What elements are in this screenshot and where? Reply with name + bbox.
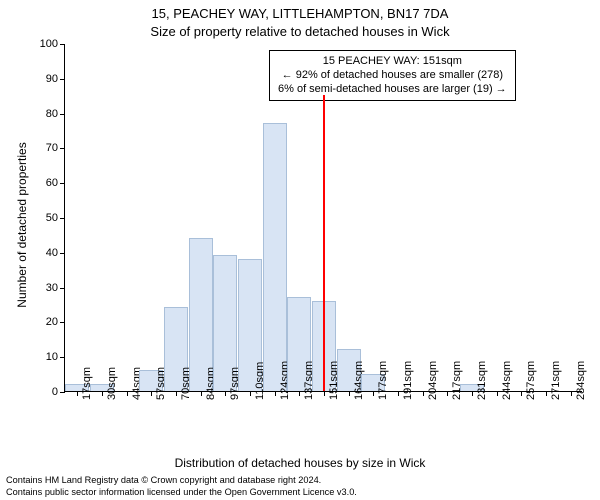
ytick-label: 60 [28,177,58,189]
xtick [472,391,473,396]
xtick-label: 231sqm [476,361,488,400]
xtick [176,391,177,396]
ytick [60,44,65,45]
annot-line: 15 PEACHEY WAY: 151sqm [278,55,507,69]
ytick-label: 50 [28,212,58,224]
xtick [201,391,202,396]
ytick-label: 10 [28,351,58,363]
ytick [60,218,65,219]
annot-line: 6% of semi-detached houses are larger (1… [278,83,507,97]
xtick [497,391,498,396]
xtick [275,391,276,396]
histogram-chart: 15, PEACHEY WAY, LITTLEHAMPTON, BN17 7DA… [0,0,600,500]
ytick-label: 0 [28,386,58,398]
ytick [60,114,65,115]
xtick [349,391,350,396]
xtick [373,391,374,396]
ytick [60,148,65,149]
footer-line: Contains public sector information licen… [6,487,357,499]
xtick-label: 177sqm [377,361,389,400]
xtick-label: 191sqm [402,361,414,400]
xtick [77,391,78,396]
reference-marker [323,95,325,391]
annotation-box: 15 PEACHEY WAY: 151sqm ← 92% of detached… [269,50,516,101]
xtick [151,391,152,396]
ytick [60,183,65,184]
xtick [423,391,424,396]
xtick [250,391,251,396]
ytick-label: 30 [28,282,58,294]
xtick-label: 271sqm [550,361,562,400]
ytick-label: 70 [28,142,58,154]
xtick-label: 244sqm [501,361,513,400]
xtick-label: 30sqm [106,367,118,400]
xtick [398,391,399,396]
footer-line: Contains HM Land Registry data © Crown c… [6,475,357,487]
xtick [571,391,572,396]
ytick [60,322,65,323]
xtick [225,391,226,396]
xtick [299,391,300,396]
ytick [60,392,65,393]
xtick [102,391,103,396]
ytick-label: 100 [28,38,58,50]
xtick [324,391,325,396]
ytick-label: 40 [28,247,58,259]
histogram-bar [263,123,287,391]
xtick [447,391,448,396]
ytick-label: 80 [28,108,58,120]
ytick [60,357,65,358]
ytick-label: 20 [28,316,58,328]
footer-attribution: Contains HM Land Registry data © Crown c… [6,475,357,498]
ytick-label: 90 [28,73,58,85]
xtick-label: 257sqm [525,361,537,400]
xtick-label: 217sqm [451,361,463,400]
chart-title-secondary: Size of property relative to detached ho… [0,24,600,39]
annot-line: ← 92% of detached houses are smaller (27… [278,69,507,83]
ytick [60,288,65,289]
ytick [60,253,65,254]
xtick [521,391,522,396]
y-axis-label: Number of detached properties [15,75,29,375]
ytick [60,79,65,80]
chart-title-primary: 15, PEACHEY WAY, LITTLEHAMPTON, BN17 7DA [0,6,600,21]
xtick-label: 204sqm [427,361,439,400]
xtick [546,391,547,396]
xtick [127,391,128,396]
plot-area: 15 PEACHEY WAY: 151sqm ← 92% of detached… [64,44,582,392]
xtick-label: 284sqm [575,361,587,400]
x-axis-label: Distribution of detached houses by size … [0,456,600,470]
